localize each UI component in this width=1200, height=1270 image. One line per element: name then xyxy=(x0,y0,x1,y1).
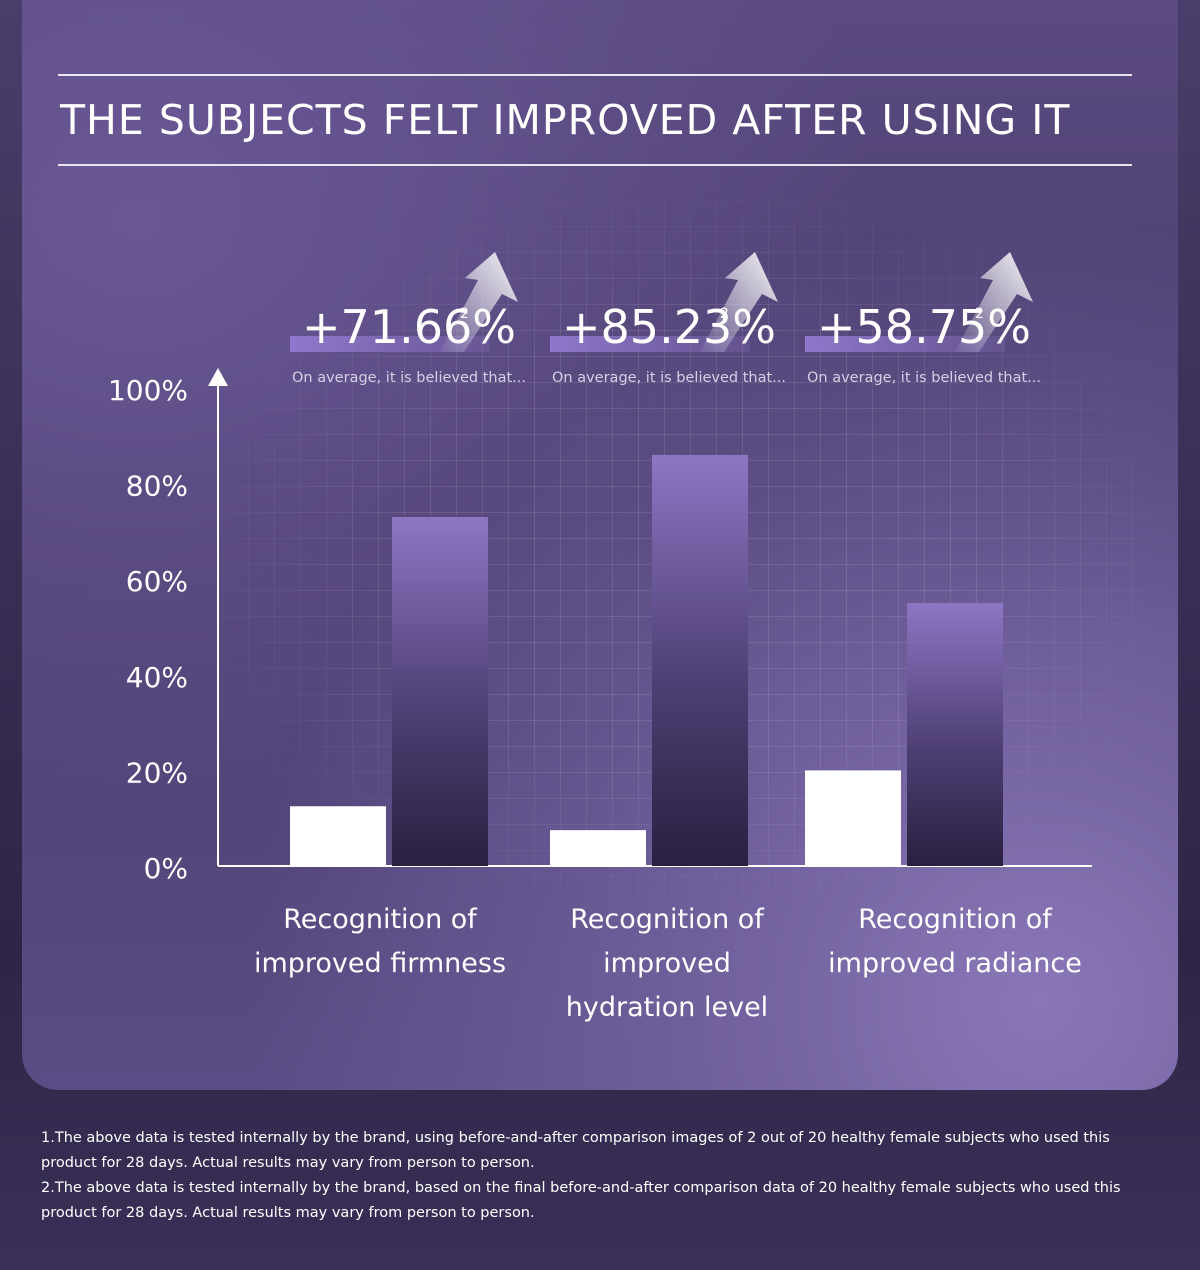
footnote-marker: 2 xyxy=(720,306,729,322)
footnotes: 1.The above data is tested internally by… xyxy=(41,1126,1161,1226)
category-label: Recognition of xyxy=(858,904,1053,935)
annotation-caption: On average, it is believed that... xyxy=(292,370,526,386)
up-arrow-icon xyxy=(440,252,518,352)
y-axis-arrow xyxy=(208,368,228,386)
title-top-rule xyxy=(58,74,1132,76)
y-tick-label: 100% xyxy=(108,374,188,407)
bar-chart: 100%80%60%40%20%0% +71.66%2On average, i… xyxy=(108,252,1082,1023)
annotation-caption: On average, it is believed that... xyxy=(807,370,1041,386)
up-arrow-icon xyxy=(700,252,778,352)
percentage-annotation: +71.66%2 On average, it is believed that.… xyxy=(290,252,526,386)
category-label: improved radiance xyxy=(828,948,1082,979)
y-tick-label: 0% xyxy=(144,852,188,885)
bar-after xyxy=(392,517,488,866)
page-title: THE SUBJECTS FELT IMPROVED AFTER USING I… xyxy=(60,96,1071,144)
bar-before xyxy=(290,806,386,866)
footnote-marker: 2 xyxy=(975,306,984,322)
percentage-value: +85.23% xyxy=(562,300,776,354)
highlight-stripe xyxy=(290,336,490,352)
bar-after xyxy=(652,454,748,866)
category-label: hydration level xyxy=(566,992,768,1023)
percentage-value: +71.66% xyxy=(302,300,516,354)
y-tick-label: 20% xyxy=(126,756,188,789)
percentage-annotation: +85.23%2 On average, it is believed that.… xyxy=(550,252,786,386)
y-tick-label: 40% xyxy=(126,661,188,694)
category-label: Recognition of xyxy=(570,904,765,935)
footnote-marker: 2 xyxy=(460,306,469,322)
y-tick-label: 80% xyxy=(126,470,188,503)
percentage-annotation: +58.75%2 On average, it is believed that.… xyxy=(805,252,1041,386)
highlight-stripe xyxy=(805,336,1005,352)
footnote-2: 2.The above data is tested internally by… xyxy=(41,1180,1121,1221)
up-arrow-icon xyxy=(955,252,1033,352)
title-bottom-rule xyxy=(58,164,1132,166)
y-tick-label: 60% xyxy=(126,565,188,598)
category-label: improved firmness xyxy=(254,948,506,979)
category-label: improved xyxy=(603,948,731,979)
percentage-value: +58.75% xyxy=(817,300,1031,354)
bar-before xyxy=(550,830,646,866)
highlight-stripe xyxy=(550,336,750,352)
footnote-1: 1.The above data is tested internally by… xyxy=(41,1130,1110,1171)
annotation-caption: On average, it is believed that... xyxy=(552,370,786,386)
bar-before xyxy=(805,770,901,866)
category-label: Recognition of xyxy=(283,904,478,935)
bar-after xyxy=(907,603,1003,866)
